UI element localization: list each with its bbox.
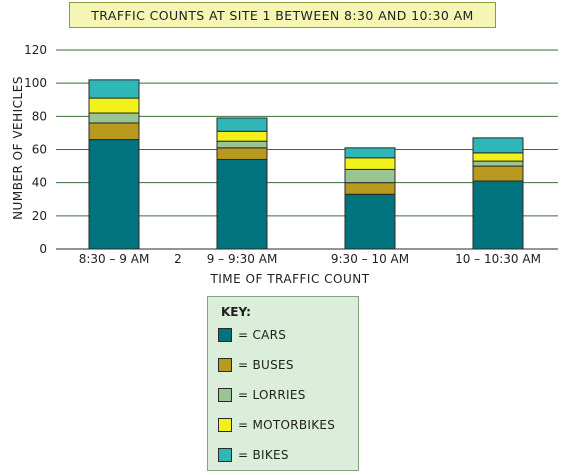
bar-segment bbox=[216, 140, 268, 149]
stray-label: 2 bbox=[174, 252, 182, 266]
bar-segment bbox=[88, 122, 140, 141]
bar-segment bbox=[472, 152, 524, 162]
bar-segment bbox=[216, 158, 268, 250]
bar-segment bbox=[216, 147, 268, 160]
bar-segment bbox=[88, 139, 140, 250]
legend-swatch bbox=[218, 418, 232, 432]
legend-item: = BIKES bbox=[218, 446, 289, 464]
bar-segment bbox=[88, 112, 140, 124]
y-tick-label: 0 bbox=[39, 242, 47, 256]
legend-label: = BUSES bbox=[238, 358, 294, 372]
bar-segment bbox=[88, 97, 140, 114]
bar-segment bbox=[88, 79, 140, 99]
bar-segment bbox=[216, 117, 268, 132]
y-tick-label: 100 bbox=[24, 76, 47, 90]
y-tick-label: 40 bbox=[32, 176, 47, 190]
bar-segment bbox=[472, 160, 524, 167]
legend-swatch bbox=[218, 358, 232, 372]
bar-segment bbox=[472, 180, 524, 250]
bar-segment bbox=[344, 157, 396, 170]
bar-segment bbox=[344, 193, 396, 250]
legend-label: = CARS bbox=[238, 328, 287, 342]
x-tick-label: 9 – 9:30 AM bbox=[207, 252, 278, 266]
legend-swatch bbox=[218, 448, 232, 462]
y-ticks: 0 20 40 60 80 100 120 bbox=[24, 43, 47, 256]
legend-item: = LORRIES bbox=[218, 386, 306, 404]
bar-segment bbox=[216, 130, 268, 142]
y-tick-label: 60 bbox=[32, 143, 47, 157]
y-tick-label: 20 bbox=[32, 209, 47, 223]
legend-item: = BUSES bbox=[218, 356, 294, 374]
x-tick-label: 9:30 – 10 AM bbox=[331, 252, 409, 266]
legend-swatch bbox=[218, 328, 232, 342]
bar-segment bbox=[472, 137, 524, 154]
legend-item: = CARS bbox=[218, 326, 286, 344]
bars bbox=[88, 79, 524, 250]
bar-segment bbox=[344, 168, 396, 184]
bar-segment bbox=[344, 147, 396, 159]
bar-segment bbox=[344, 182, 396, 195]
x-ticks: 8:30 – 9 AM 9 – 9:30 AM 9:30 – 10 AM 10 – 1… bbox=[79, 252, 541, 266]
bar-segment bbox=[472, 165, 524, 182]
legend: KEY: = CARS = BUSES = LORRIES = MOTORBIKES =… bbox=[207, 296, 359, 471]
x-axis-label: TIME OF TRAFFIC COUNT bbox=[209, 272, 369, 286]
chart-title: TRAFFIC COUNTS AT SITE 1 BETWEEN 8:30 AN… bbox=[69, 2, 496, 28]
y-axis-label: NUMBER OF VEHICLES bbox=[11, 76, 25, 220]
y-tick-label: 80 bbox=[32, 109, 47, 123]
legend-label: = BIKES bbox=[238, 448, 289, 462]
legend-item: = MOTORBIKES bbox=[218, 416, 335, 434]
legend-title: KEY: bbox=[221, 305, 251, 319]
x-tick-label: 8:30 – 9 AM bbox=[79, 252, 150, 266]
legend-label: = MOTORBIKES bbox=[238, 418, 336, 432]
y-tick-label: 120 bbox=[24, 43, 47, 57]
legend-swatch bbox=[218, 388, 232, 402]
x-tick-label: 10 – 10:30 AM bbox=[455, 252, 541, 266]
legend-label: = LORRIES bbox=[238, 388, 306, 402]
